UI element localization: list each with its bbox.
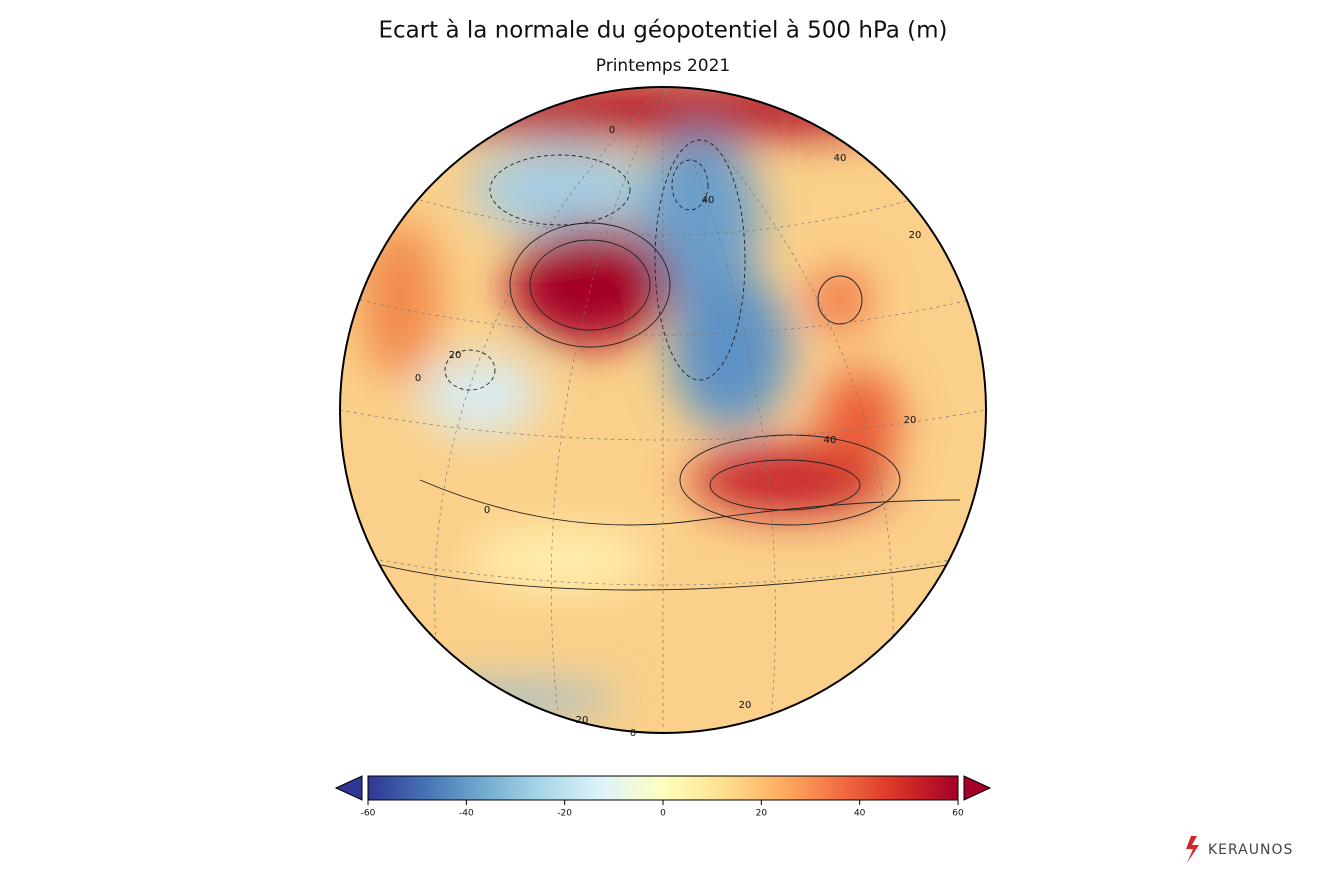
contour-label: 0 bbox=[630, 728, 636, 739]
globe bbox=[340, 87, 986, 733]
colorbar-extend-high bbox=[963, 775, 992, 801]
contour-label: 40 bbox=[702, 195, 715, 206]
colorbar-tick-label: 60 bbox=[952, 809, 964, 819]
colorbar-tick-label: -20 bbox=[557, 809, 572, 819]
colorbar-extend-low bbox=[334, 775, 363, 801]
colorbar-tick-label: -60 bbox=[361, 809, 376, 819]
contour-label: 20 bbox=[909, 230, 922, 241]
contour-label: 0 bbox=[484, 505, 490, 516]
title: Ecart à la normale du géopotentiel à 500… bbox=[378, 18, 947, 44]
colorbar bbox=[367, 775, 959, 801]
contour-label: 40 bbox=[824, 435, 837, 446]
subtitle: Printemps 2021 bbox=[596, 56, 730, 76]
contour-label: 40 bbox=[834, 153, 847, 164]
contour-label: 20 bbox=[576, 715, 589, 726]
contour-label: 20 bbox=[449, 350, 462, 361]
contour-label: 20 bbox=[739, 700, 752, 711]
contour-label: 0 bbox=[609, 125, 615, 136]
brand-logo bbox=[1186, 836, 1199, 863]
globe-outline bbox=[339, 86, 987, 734]
colorbar-tick-label: 20 bbox=[756, 809, 768, 819]
colorbar-tick-label: 0 bbox=[660, 809, 666, 819]
colorbar-tick-label: 40 bbox=[854, 809, 866, 819]
contour-label: 20 bbox=[904, 415, 917, 426]
contour-label: 0 bbox=[415, 373, 421, 384]
colorbar-tick-label: -40 bbox=[459, 809, 474, 819]
brand: KERAUNOS bbox=[1208, 842, 1293, 858]
